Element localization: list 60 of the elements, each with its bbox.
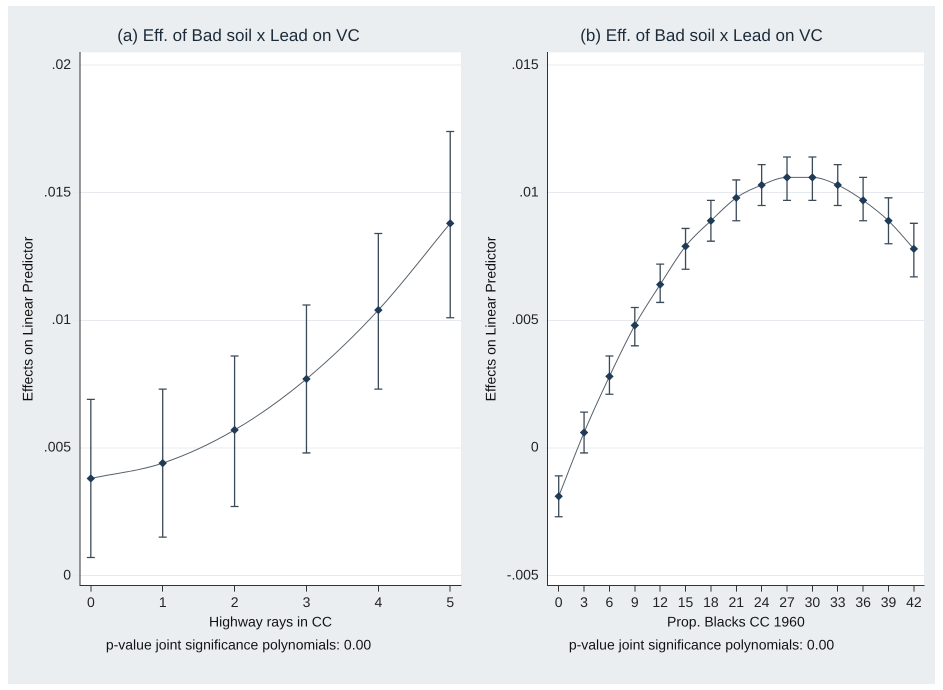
x-tick-label: 3	[580, 594, 588, 610]
point	[758, 181, 766, 190]
x-tick-label: 0	[554, 594, 563, 610]
point	[630, 321, 639, 330]
chart-title: (b) Eff. of Bad soil x Lead on VC	[580, 26, 823, 45]
x-tick-label: 27	[779, 594, 796, 610]
point	[783, 173, 792, 182]
point	[302, 374, 310, 383]
x-tick-label: 0	[86, 594, 95, 610]
point	[86, 474, 95, 482]
point	[808, 173, 816, 182]
x-tick-label: 6	[606, 594, 614, 610]
x-tick-label: 39	[880, 594, 896, 610]
chart-title: (a) Eff. of Bad soil x Lead on VC	[117, 26, 360, 45]
y-tick-label: 0	[530, 438, 539, 455]
x-tick-label: 1	[158, 594, 167, 610]
point	[230, 426, 239, 434]
point	[682, 242, 690, 250]
point	[884, 216, 892, 225]
x-tick-label: 21	[728, 594, 744, 610]
y-tick-label: -.005	[506, 566, 539, 582]
point	[706, 216, 715, 225]
point	[374, 306, 382, 314]
x-tick-label: 12	[652, 594, 668, 610]
x-tick-label: 4	[374, 594, 382, 610]
x-tick-label: 42	[906, 594, 922, 610]
x-tick-label: 18	[703, 594, 719, 610]
y-tick-label: .01	[519, 184, 539, 200]
x-tick-label: 24	[754, 594, 770, 610]
y-tick-label: .005	[44, 438, 72, 455]
x-tick-label: 5	[446, 594, 454, 610]
x-tick-label: 15	[678, 594, 694, 610]
x-tick-label: 33	[830, 594, 846, 610]
x-tick-label: 9	[630, 594, 639, 610]
point	[834, 181, 842, 190]
y-axis-title: Effects on Linear Predictor	[482, 236, 498, 402]
point	[859, 196, 868, 204]
point	[446, 219, 454, 228]
y-tick-label: 0	[63, 566, 72, 582]
x-axis-title: Highway rays in CC	[209, 614, 332, 630]
point	[554, 492, 563, 500]
y-tick-label: .015	[44, 184, 72, 200]
x-tick-label: 2	[230, 594, 239, 610]
y-tick-label: .02	[52, 56, 72, 72]
point	[158, 459, 167, 468]
point	[732, 194, 740, 202]
y-tick-label: .015	[511, 56, 539, 72]
point	[910, 244, 918, 253]
point	[656, 280, 664, 289]
point	[580, 428, 588, 437]
y-axis-title: Effects on Linear Predictor	[19, 236, 36, 402]
x-tick-label: 30	[804, 594, 820, 610]
y-tick-label: .005	[511, 311, 539, 328]
y-tick-label: .01	[52, 311, 72, 328]
text: p-value joint significance polynomials: 0.00	[568, 636, 834, 652]
point	[605, 372, 614, 380]
x-axis-title: Prop. Blacks CC 1960	[666, 614, 805, 630]
x-tick-label: 36	[855, 594, 872, 610]
text: p-value joint significance polynomials: 0.00	[106, 636, 372, 652]
x-tick-label: 3	[302, 594, 311, 610]
